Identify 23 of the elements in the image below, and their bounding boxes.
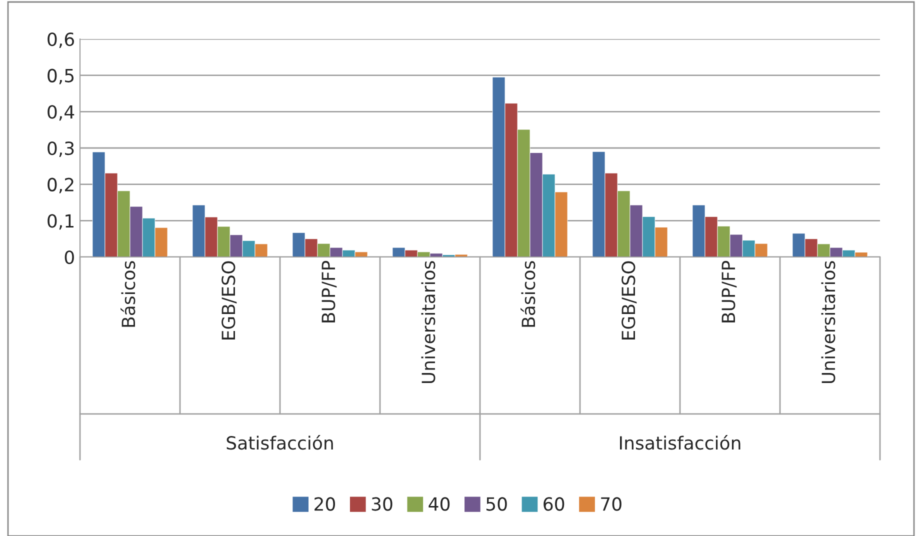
x-tick-label: Universitarios: [821, 261, 836, 384]
y-tick-label: 0,3: [48, 141, 74, 157]
text: Insatisfacción: [620, 435, 740, 450]
x-tick-label: BUP/FP: [322, 260, 337, 322]
y-tick-label: 0,4: [48, 105, 74, 121]
x-tick-label: Básicos: [120, 261, 136, 327]
legend-label: 30: [372, 497, 392, 511]
y-tick-label: 0,5: [48, 68, 74, 84]
y-tick-label: 0,6: [48, 32, 74, 48]
x-tick-label: EGB/ESO: [222, 261, 237, 340]
legend-label: 50: [486, 497, 507, 511]
legend-label: 60: [544, 497, 564, 511]
legend-label: 20: [314, 497, 336, 511]
x-tick-label: Básicos: [520, 261, 536, 327]
y-tick-label: 0,2: [48, 178, 74, 194]
y-tick-label: 0: [64, 250, 74, 264]
x-tick-label: Universitarios: [421, 261, 436, 384]
y-tick-label: 0,1: [48, 214, 74, 230]
x-tick-label: BUP/FP: [722, 260, 737, 322]
legend-label: 70: [601, 497, 622, 511]
x-tick-label: EGB/ESO: [622, 261, 637, 340]
legend-label: 40: [428, 497, 450, 511]
text: Satisfacción: [226, 435, 333, 450]
